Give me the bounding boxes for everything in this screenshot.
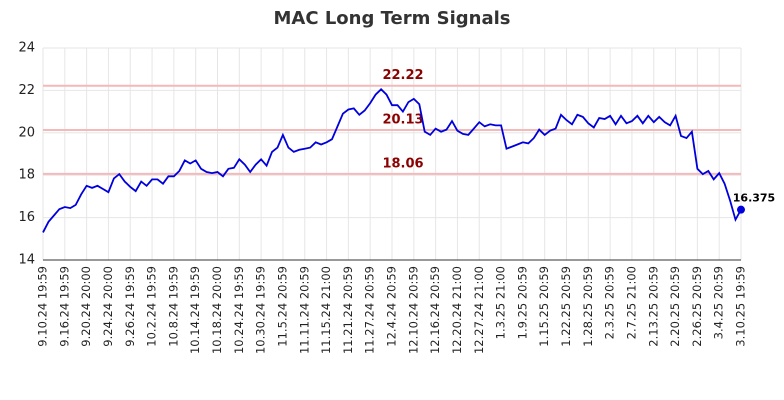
x-tick-label: 3.10.25 19:59 — [734, 266, 748, 347]
x-tick-label: 1.22.25 20:59 — [559, 266, 573, 347]
x-tick-label: 11.21.24 20:59 — [341, 266, 355, 354]
x-tick-label: 2.13.25 20:59 — [646, 266, 660, 347]
y-tick-label: 18 — [18, 168, 35, 183]
x-tick-label: 2.3.25 20:59 — [603, 266, 617, 339]
x-tick-label: 10.24.24 19:59 — [232, 266, 246, 354]
x-tick-label: 11.15.24 21:00 — [319, 266, 333, 354]
x-tick-label: 10.14.24 19:59 — [188, 266, 202, 354]
x-tick-label: 9.20.24 20:00 — [79, 266, 93, 347]
last-value-label: 16.375 — [733, 192, 775, 205]
x-tick-label: 10.8.24 19:59 — [166, 266, 180, 347]
x-tick-label: 1.3.25 21:00 — [494, 266, 508, 339]
x-tick-label: 10.18.24 20:00 — [210, 266, 224, 354]
x-tick-label: 10.30.24 19:59 — [254, 266, 268, 354]
y-tick-label: 22 — [18, 83, 35, 98]
x-tick-label: 12.16.24 20:59 — [428, 266, 442, 354]
chart-title: MAC Long Term Signals — [274, 8, 511, 29]
x-tick-label: 2.26.25 20:59 — [690, 266, 704, 347]
y-tick-label: 16 — [18, 210, 35, 225]
level-label: 20.13 — [382, 113, 423, 128]
x-tick-label: 10.2.24 19:59 — [145, 266, 159, 347]
x-tick-label: 9.10.24 19:59 — [36, 266, 50, 347]
x-tick-label: 9.24.24 20:00 — [101, 266, 115, 347]
x-tick-label: 12.10.24 20:59 — [406, 266, 420, 354]
level-label: 18.06 — [382, 156, 423, 171]
x-tick-label: 2.7.25 21:00 — [624, 266, 638, 339]
y-tick-label: 14 — [18, 253, 35, 268]
level-label: 22.22 — [382, 68, 423, 83]
last-point — [737, 205, 745, 214]
x-tick-label: 9.26.24 19:59 — [123, 266, 137, 347]
x-tick-label: 11.11.24 20:59 — [297, 266, 311, 354]
y-tick-label: 24 — [18, 41, 35, 56]
x-tick-label: 2.20.25 20:59 — [668, 266, 682, 347]
x-tick-label: 11.27.24 20:59 — [363, 266, 377, 354]
x-tick-label: 11.5.24 20:59 — [275, 266, 289, 347]
price-line — [42, 88, 742, 233]
x-tick-label: 1.15.25 20:59 — [537, 266, 551, 347]
x-tick-label: 1.28.25 20:59 — [581, 266, 595, 347]
x-tick-label: 9.16.24 19:59 — [57, 266, 71, 347]
x-tick-label: 3.4.25 20:59 — [712, 266, 726, 339]
y-tick-label: 20 — [18, 125, 35, 140]
x-tick-label: 12.4.24 20:59 — [385, 266, 399, 347]
x-tick-label: 1.9.25 20:59 — [515, 266, 529, 339]
x-tick-label: 12.27.24 21:00 — [472, 266, 486, 354]
x-tick-label: 12.20.24 21:00 — [450, 266, 464, 354]
